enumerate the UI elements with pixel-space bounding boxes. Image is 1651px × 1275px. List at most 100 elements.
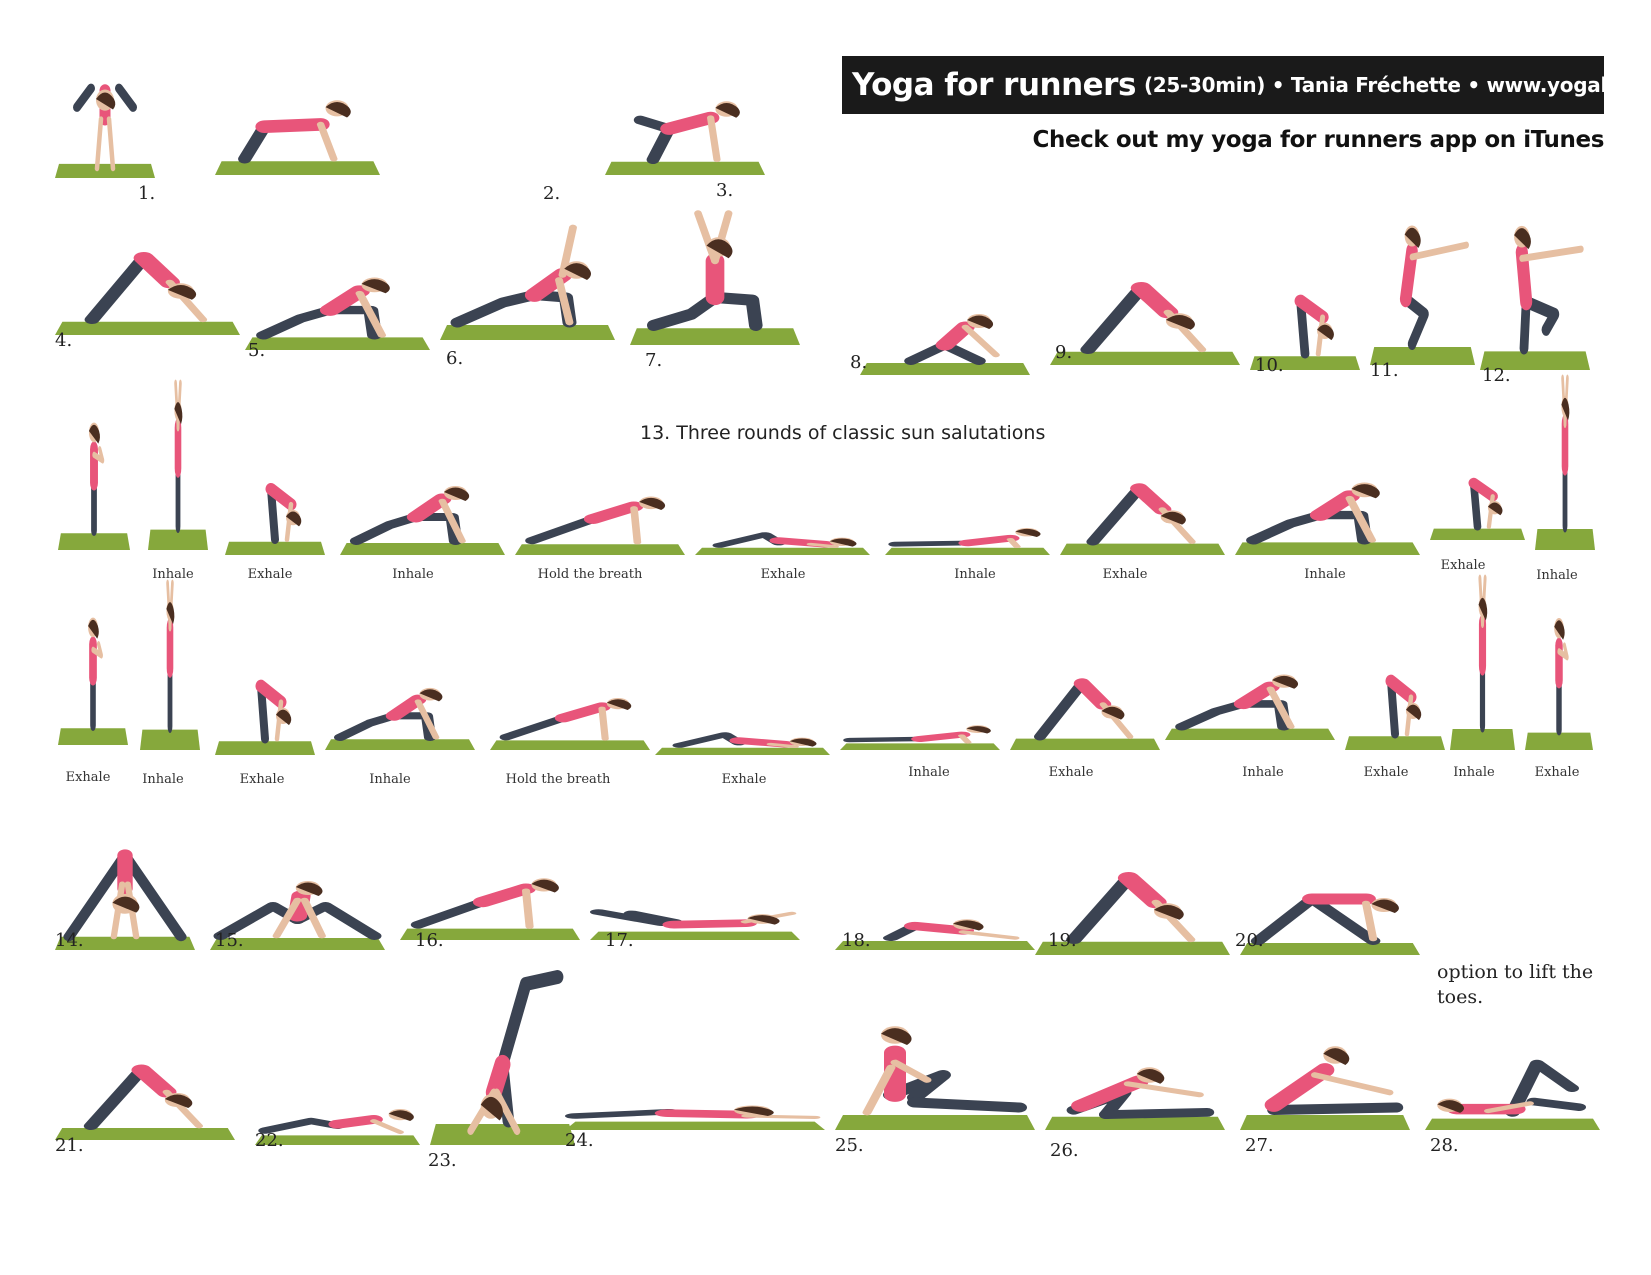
high-lunge-arms-up-icon [630,205,800,345]
knees-chest-chin-icon [655,695,830,755]
pose-number: 22. [255,1130,284,1151]
breath-cue: Hold the breath [505,772,611,787]
breath-cue: Exhale [247,567,293,582]
downward-dog-icon [1035,845,1230,955]
pose-number: 15. [215,930,244,951]
pose-number: 18. [842,930,871,951]
figure-four-balance-icon [1480,215,1590,370]
breath-cue: Exhale [760,567,806,582]
upward-salute-icon [1535,374,1595,550]
breath-cue: Inhale [152,567,194,582]
supine-figure-four-icon [1425,1035,1600,1130]
low-lunge-icon [325,660,475,750]
downward-dog-icon [1010,655,1160,750]
mountain-prayer-icon [58,605,128,745]
pyramid-pose-icon [1240,855,1420,955]
pose-20-option-note: option to lift the toes. [1437,961,1594,1008]
upward-salute-icon [140,579,200,750]
breath-cue: Inhale [1453,765,1495,780]
pose-number: 8. [850,352,868,373]
breath-cue: Exhale [65,770,111,785]
tabletop-leg-lift-icon [605,65,765,175]
breath-cue: Exhale [239,772,285,787]
wide-knee-forward-fold-icon [55,60,155,178]
pigeon-pose-icon [565,1060,825,1130]
breath-cue: Inhale [1242,765,1284,780]
downward-dog-icon [55,1040,235,1140]
standing-forward-fold-icon [225,445,325,555]
breath-cue: Inhale [369,772,411,787]
cobra-pose-icon [840,695,1000,750]
cobra-pose-icon [885,495,1050,555]
mountain-prayer-icon [58,410,130,550]
upward-salute-icon [1450,574,1515,750]
pose-number: 24. [565,1130,594,1151]
page-title: Yoga for runners [852,67,1136,103]
downward-dog-icon [55,225,240,335]
pose-number: 25. [835,1135,864,1156]
breath-cue: Inhale [954,567,996,582]
pose-number: 11. [1370,360,1399,381]
pose-number: 10. [1255,355,1284,376]
seated-forward-fold-icon [1240,1005,1410,1130]
standing-forward-fold-icon [1430,445,1525,540]
standing-forward-fold-icon [1250,255,1360,370]
pose-number: 14. [55,930,84,951]
standing-forward-fold-icon [1345,635,1445,750]
breath-cue: Exhale [1048,765,1094,780]
pose-number: 12. [1482,365,1511,386]
plank-icon [490,670,650,750]
breath-cue: Inhale [392,567,434,582]
kneeling-toe-stretch-icon [860,275,1030,375]
app-promo-text: Check out my yoga for runners app on iTu… [1032,127,1604,153]
plank-icon [400,845,580,940]
locust-pose-icon [590,870,800,940]
pose-number: 6. [446,348,464,369]
pose-number: 9. [1055,342,1073,363]
breath-cue: Exhale [1363,765,1409,780]
knees-chest-chin-icon [695,495,870,555]
pose-number: 27. [1245,1135,1274,1156]
pose-number: 17. [605,930,634,951]
lunge-twist-icon [440,215,615,340]
wide-leg-forward-fold-icon [55,840,195,950]
childs-pose-icon [835,875,1035,950]
pose-number: 3. [716,180,734,201]
breath-cue: Inhale [1304,567,1346,582]
breath-cue: Inhale [142,772,184,787]
breath-cue: Exhale [1102,567,1148,582]
pose-number: 1. [138,183,156,204]
sun-salutation-heading: 13. Three rounds of classic sun salutati… [640,422,1046,444]
low-lunge-icon [1235,450,1420,555]
three-legged-dog-icon [430,970,575,1145]
mountain-prayer-icon [1525,605,1593,750]
lizard-pose-icon [255,1065,420,1145]
seated-twist-icon [835,1005,1035,1130]
low-lunge-icon [340,455,505,555]
breath-cue: Inhale [908,765,950,780]
breath-cue: Exhale [1534,765,1580,780]
chair-pose-icon [1370,215,1475,365]
pose-number: 19. [1048,930,1077,951]
downward-dog-icon [1050,255,1240,365]
pose-number: 2. [543,183,561,204]
breath-cue: Inhale [1536,568,1578,583]
pose-number: 5. [248,340,266,361]
pose-number: 4. [55,330,73,351]
upward-salute-icon [148,379,208,550]
pose-number: 23. [428,1150,457,1171]
pose-number: 20. [1235,930,1264,951]
downward-dog-icon [1060,460,1225,555]
wide-leg-squat-icon [210,850,385,950]
low-lunge-icon [245,245,430,350]
plank-icon [515,465,685,555]
head-to-knee-icon [1045,1020,1225,1130]
breath-cue: Hold the breath [537,567,643,582]
breath-cue: Exhale [1440,558,1486,573]
title-banner: Yoga for runners (25-30min) • Tania Fréc… [842,56,1604,114]
pose-number: 7. [645,350,663,371]
standing-forward-fold-icon [215,640,315,755]
pose-number: 21. [55,1135,84,1156]
pose-number: 28. [1430,1135,1459,1156]
